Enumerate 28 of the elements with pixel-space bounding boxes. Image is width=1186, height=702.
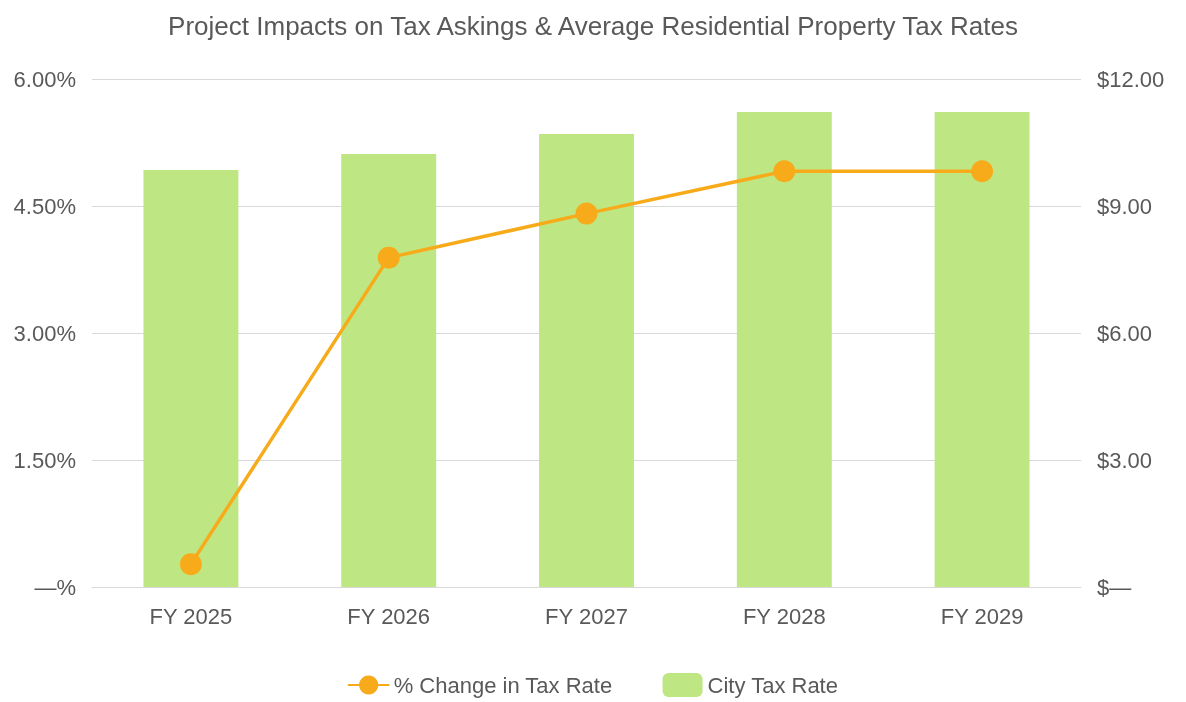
- legend-label: % Change in Tax Rate: [393, 672, 613, 698]
- x-tick-label: FY 2028: [742, 603, 826, 629]
- y2-tick-label: $3.00: [1097, 447, 1153, 473]
- bar: [934, 112, 1030, 587]
- y2-tick-label: $6.00: [1097, 320, 1153, 346]
- bar: [539, 134, 634, 587]
- y-tick-label: —%: [34, 574, 76, 600]
- x-tick-label: FY 2029: [940, 603, 1024, 629]
- chart-title: Project Impacts on Tax Askings & Average Residential Property Tax Rates: [168, 11, 1018, 41]
- y2-tick-label: $—: [1097, 574, 1132, 600]
- y2-tick-label: $9.00: [1097, 193, 1153, 219]
- bar: [143, 170, 239, 587]
- point: [179, 553, 202, 576]
- point: [971, 160, 994, 183]
- y2-tick-label: $12.00: [1097, 66, 1165, 92]
- point: [575, 202, 598, 225]
- x-tick-label: FY 2025: [149, 603, 233, 629]
- bar: [341, 153, 437, 587]
- y-tick-label: 3.00%: [13, 320, 76, 346]
- point: [377, 246, 400, 269]
- y-tick-label: 6.00%: [13, 66, 76, 92]
- y-tick-label: 4.50%: [13, 193, 76, 219]
- x-tick-label: FY 2026: [347, 603, 431, 629]
- legend-label: City Tax Rate: [707, 672, 838, 698]
- y-tick-label: 1.50%: [13, 447, 76, 473]
- bar: [736, 112, 832, 587]
- point: [773, 160, 796, 183]
- x-tick-label: FY 2027: [545, 603, 628, 629]
